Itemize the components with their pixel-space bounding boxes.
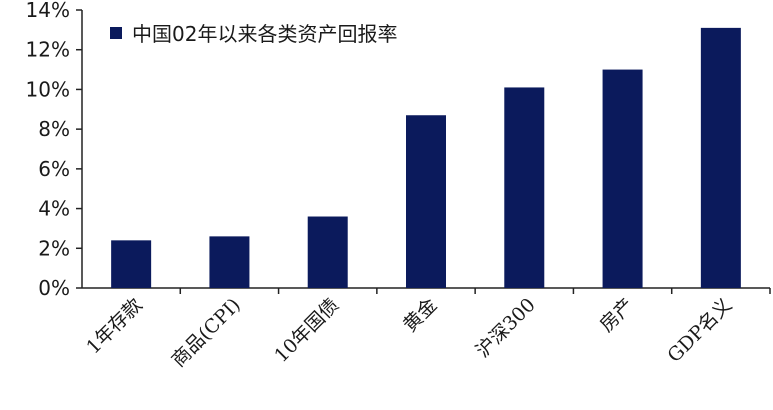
x-category-label: 商品(CPI) bbox=[167, 294, 245, 372]
x-category-label: 1年存款 bbox=[82, 294, 146, 358]
bar bbox=[504, 87, 545, 288]
bar bbox=[700, 27, 741, 288]
y-tick-label: 4% bbox=[38, 197, 70, 221]
y-tick-label: 0% bbox=[38, 276, 70, 300]
x-category-label: GDP名义 bbox=[663, 294, 736, 367]
bar bbox=[406, 115, 446, 288]
y-tick-label: 12% bbox=[26, 38, 70, 62]
bar bbox=[111, 240, 152, 288]
x-category-label: 黄金 bbox=[399, 294, 441, 336]
legend-label: 中国02年以来各类资产回报率 bbox=[132, 22, 397, 46]
y-tick-label: 8% bbox=[38, 117, 70, 141]
bar bbox=[307, 216, 348, 288]
legend-swatch bbox=[110, 27, 122, 39]
bars bbox=[111, 27, 741, 288]
category-labels: 1年存款 商品(CPI) 10年国债 黄金 沪深300 房产 GDP名义 bbox=[82, 294, 736, 372]
legend: 中国02年以来各类资产回报率 bbox=[110, 22, 397, 46]
y-tick-label: 10% bbox=[26, 77, 70, 101]
y-tick-label: 2% bbox=[38, 236, 70, 260]
bar bbox=[602, 69, 643, 288]
x-category-label: 10年国债 bbox=[270, 294, 343, 367]
y-tick-label: 14% bbox=[26, 0, 70, 22]
bar bbox=[209, 236, 250, 288]
x-category-label: 房产 bbox=[596, 294, 638, 336]
x-axis bbox=[82, 287, 771, 294]
y-tick-label: 6% bbox=[38, 157, 70, 181]
y-axis: 0% 2% 4% 6% 8% 10% 12% 14% bbox=[26, 0, 83, 300]
x-category-label: 沪深300 bbox=[472, 294, 540, 362]
